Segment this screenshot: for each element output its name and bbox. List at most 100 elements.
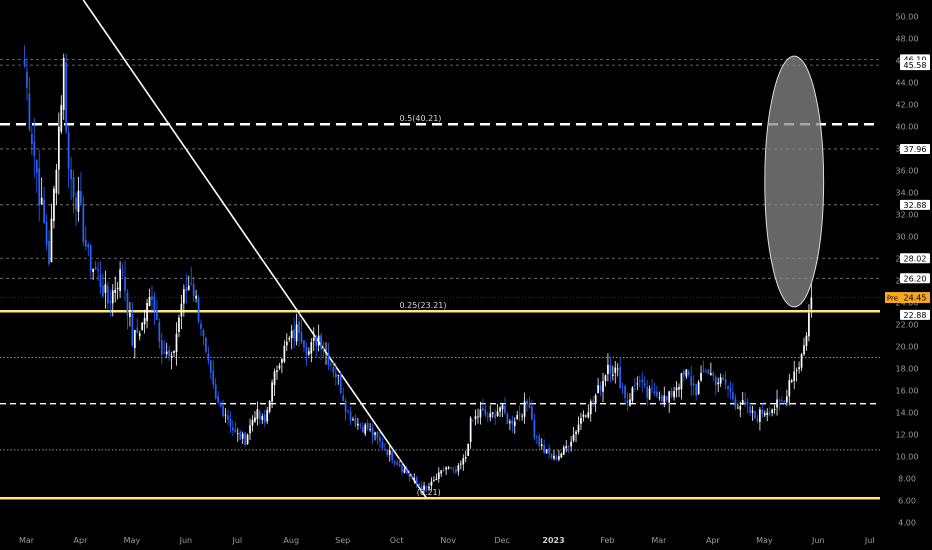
candle-body-204	[523, 401, 526, 417]
y-tick-label-9: 22.00	[896, 321, 919, 330]
candle-body-117	[310, 342, 313, 354]
candle-body-251	[638, 381, 641, 383]
candle-body-17	[65, 62, 68, 132]
candle-body-202	[518, 413, 521, 415]
candle-body-223	[570, 441, 572, 447]
candle-body-178	[459, 463, 462, 465]
candle-body-284	[719, 377, 722, 384]
pre-market-tag-text: Pre	[887, 295, 898, 303]
candle-body-119	[315, 336, 318, 346]
candle-body-128	[337, 375, 340, 376]
candle-body-116	[308, 351, 310, 355]
candlesticks	[23, 45, 813, 493]
candle-body-143	[374, 432, 376, 435]
candle-body-126	[332, 367, 335, 374]
candle-body-252	[641, 379, 644, 382]
candle-body-306	[773, 408, 776, 410]
candle-body-288	[729, 387, 732, 392]
candle-body-95	[256, 409, 259, 420]
y-tick-label-16: 36.00	[896, 167, 919, 176]
candle-body-24	[82, 203, 85, 243]
candle-body-303	[766, 412, 769, 416]
candle-body-265	[673, 391, 675, 398]
candle-body-155	[403, 469, 406, 473]
candle-body-243	[619, 367, 622, 389]
candle-body-76	[209, 360, 212, 373]
candle-body-26	[87, 244, 90, 248]
candle-body-88	[239, 431, 242, 440]
candle-body-81	[222, 405, 224, 417]
candle-body-19	[70, 168, 72, 180]
candle-body-203	[521, 415, 523, 417]
level-label-box-6	[900, 273, 930, 284]
candle-body-99	[266, 410, 269, 422]
candle-body-195	[501, 404, 504, 410]
candle-body-74	[205, 337, 207, 352]
candle-body-184	[474, 416, 477, 420]
candle-body-52	[151, 296, 153, 300]
candle-body-270	[685, 369, 688, 377]
candle-body-221	[565, 446, 568, 449]
candle-body-314	[793, 371, 796, 381]
candle-body-58	[165, 351, 168, 355]
candle-body-85	[232, 427, 234, 431]
candle-body-109	[290, 330, 293, 339]
candle-body-291	[736, 407, 739, 409]
candle-body-38	[116, 287, 119, 289]
x-month-label-5: Aug	[283, 536, 299, 545]
candle-body-87	[236, 433, 239, 435]
candle-body-161	[418, 483, 421, 486]
candle-body-36	[111, 290, 114, 304]
candle-body-283	[717, 382, 720, 385]
candle-body-59	[168, 349, 170, 357]
candle-body-154	[401, 466, 403, 472]
x-month-label-2: May	[124, 536, 141, 545]
candle-body-106	[283, 345, 286, 362]
candle-body-293	[741, 400, 744, 405]
candle-body-296	[749, 406, 751, 414]
candle-body-228	[582, 414, 585, 417]
candle-body-83	[227, 415, 229, 420]
candle-body-233	[594, 395, 597, 404]
candle-body-138	[361, 426, 364, 432]
candle-body-263	[668, 391, 671, 403]
candle-body-16	[62, 57, 65, 110]
candle-body-12	[53, 188, 55, 222]
y-tick-label-23: 50.00	[896, 13, 919, 22]
candle-body-198	[509, 421, 511, 424]
candle-body-201	[516, 414, 519, 420]
candle-body-304	[768, 412, 771, 415]
x-month-label-11: Feb	[600, 536, 614, 545]
candle-body-313	[790, 380, 793, 382]
candle-body-297	[751, 410, 754, 413]
candle-body-10	[48, 241, 50, 264]
candle-body-237	[604, 375, 607, 382]
candle-body-264	[670, 391, 673, 397]
candle-body-114	[303, 340, 305, 348]
candle-body-222	[567, 446, 570, 447]
candle-body-218	[558, 456, 560, 460]
candle-body-302	[763, 413, 766, 416]
candle-body-289	[732, 392, 734, 400]
candle-body-98	[263, 414, 266, 423]
candle-body-70	[195, 295, 197, 299]
candle-body-113	[300, 331, 303, 342]
candle-body-272	[690, 375, 693, 386]
candle-body-276	[700, 372, 702, 381]
candle-body-94	[254, 417, 256, 422]
y-tick-label-5: 14.00	[896, 409, 919, 418]
candle-body-159	[413, 478, 416, 480]
candle-body-25	[84, 239, 87, 247]
candle-body-196	[504, 405, 506, 414]
candle-body-4	[33, 142, 36, 157]
candle-body-281	[712, 372, 715, 376]
candle-body-173	[447, 467, 450, 469]
candle-body-127	[334, 373, 337, 378]
fib-label-2: (6.21)	[417, 488, 441, 497]
candle-body-142	[371, 427, 374, 437]
candle-body-307	[776, 399, 778, 408]
candle-body-181	[467, 443, 470, 456]
candle-body-295	[746, 401, 749, 405]
